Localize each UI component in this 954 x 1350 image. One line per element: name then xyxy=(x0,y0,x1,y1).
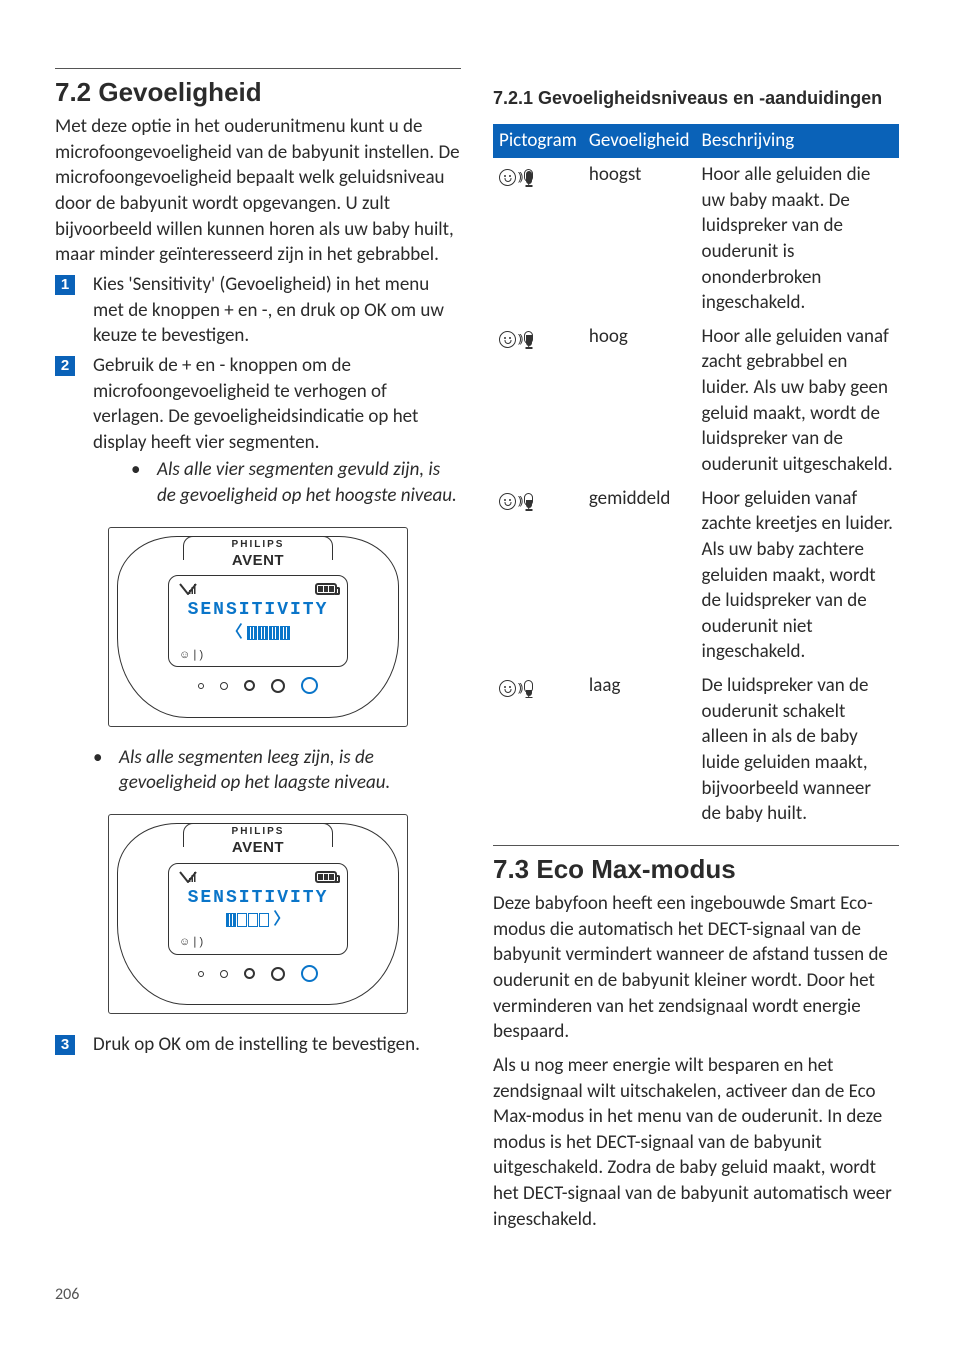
sensitivity-pictogram-icon: )) xyxy=(499,680,533,697)
pictogram-cell: )) xyxy=(493,320,583,482)
sensitivity-bar-high: 〈 xyxy=(226,625,289,641)
description-cell: Hoor geluiden vanaf zachte kreetjes en l… xyxy=(696,482,899,669)
col-pictogram: Pictogram xyxy=(493,124,583,158)
brand-philips: PHILIPS xyxy=(183,538,333,552)
arrow-right-icon: 〉 xyxy=(273,912,289,928)
signal-icon xyxy=(179,871,197,883)
lcd-title: SENSITIVITY xyxy=(188,598,329,622)
table-row: )) hoogHoor alle geluiden vanaf zacht geb… xyxy=(493,320,899,482)
brand-avent: AVENT xyxy=(183,551,333,571)
level-cell: laag xyxy=(583,669,696,831)
section-7-2-heading: 7.2 Gevoeligheid xyxy=(55,75,461,110)
step-1: 1 Kies 'Sensitivity' (Gevoeligheid) in h… xyxy=(55,272,461,349)
bullet-list-low: Als alle segmenten leeg zijn, is de gevo… xyxy=(93,745,461,796)
device-figure-low: PHILIPS AVENT SENSITIVITY 〉 ☺ xyxy=(55,814,461,1014)
level-cell: hoog xyxy=(583,320,696,482)
pictogram-cell: )) xyxy=(493,669,583,831)
step-2-bullet-2: Als alle segmenten leeg zijn, is de gevo… xyxy=(93,745,461,796)
sensitivity-bar-low: 〉 xyxy=(226,912,289,928)
battery-icon xyxy=(315,871,337,883)
step-number-icon: 2 xyxy=(55,356,75,376)
battery-icon xyxy=(315,583,337,595)
parent-unit-illustration: PHILIPS AVENT SENSITIVITY 〉 ☺ xyxy=(108,814,408,1014)
step-1-text: Kies 'Sensitivity' (Gevoeligheid) in het… xyxy=(93,273,444,347)
level-cell: gemiddeld xyxy=(583,482,696,669)
page-columns: 7.2 Gevoeligheid Met deze optie in het o… xyxy=(55,68,899,1234)
sensitivity-pictogram-icon: )) xyxy=(499,331,533,348)
description-cell: Hoor alle geluiden die uw baby maakt. De… xyxy=(696,158,899,320)
table-row: )) gemiddeldHoor geluiden vanaf zachte kr… xyxy=(493,482,899,669)
led-row xyxy=(198,677,318,694)
step-number-icon: 3 xyxy=(55,1035,75,1055)
section-7-2-1-heading: 7.2.1 Gevoeligheidsniveaus en -aanduidin… xyxy=(493,86,899,110)
device-figure-high: PHILIPS AVENT SENSITIVITY 〈 ☺ xyxy=(55,527,461,727)
col-level: Gevoeligheid xyxy=(583,124,696,158)
baby-sensitivity-icon: ☺❘) xyxy=(179,935,203,950)
baby-sensitivity-icon: ☺❘) xyxy=(179,648,203,663)
brand-avent: AVENT xyxy=(183,838,333,858)
section-rule xyxy=(493,845,899,846)
level-cell: hoogst xyxy=(583,158,696,320)
right-column: 7.2.1 Gevoeligheidsniveaus en -aanduidin… xyxy=(493,68,899,1234)
description-cell: Hoor alle geluiden vanaf zacht gebrabbel… xyxy=(696,320,899,482)
page-number: 206 xyxy=(55,1284,79,1306)
sensitivity-pictogram-icon: )) xyxy=(499,169,533,186)
step-3-text: Druk op OK om de instelling te bevestige… xyxy=(93,1033,420,1056)
section-7-3-heading: 7.3 Eco Max-modus xyxy=(493,852,899,887)
step-2: 2 Gebruik de + en - knoppen om de microf… xyxy=(55,353,461,509)
step-2-text: Gebruik de + en - knoppen om de microfoo… xyxy=(93,354,418,454)
step-number-icon: 1 xyxy=(55,275,75,295)
arrow-left-icon: 〈 xyxy=(226,625,242,641)
brand-philips: PHILIPS xyxy=(183,825,333,839)
section-7-3-para-1: Deze babyfoon heeft een ingebouwde Smart… xyxy=(493,891,899,1045)
steps-list: 1 Kies 'Sensitivity' (Gevoeligheid) in h… xyxy=(55,272,461,509)
col-description: Beschrijving xyxy=(696,124,899,158)
steps-list-cont: 3 Druk op OK om de instelling te bevesti… xyxy=(55,1032,461,1058)
step-3: 3 Druk op OK om de instelling te bevesti… xyxy=(55,1032,461,1058)
table-row: )) laagDe luidspreker van de ouderunit sc… xyxy=(493,669,899,831)
description-cell: De luidspreker van de ouderunit schakelt… xyxy=(696,669,899,831)
pictogram-cell: )) xyxy=(493,158,583,320)
left-column: 7.2 Gevoeligheid Met deze optie in het o… xyxy=(55,68,461,1234)
signal-icon xyxy=(179,583,197,595)
device-screen: SENSITIVITY 〈 ☺❘) xyxy=(168,575,348,667)
sensitivity-table: Pictogram Gevoeligheid Beschrijving )) ho… xyxy=(493,124,899,831)
led-row xyxy=(198,965,318,982)
table-row: )) hoogstHoor alle geluiden die uw baby m… xyxy=(493,158,899,320)
pictogram-cell: )) xyxy=(493,482,583,669)
lcd-title: SENSITIVITY xyxy=(188,886,329,910)
parent-unit-illustration: PHILIPS AVENT SENSITIVITY 〈 ☺ xyxy=(108,527,408,727)
sensitivity-pictogram-icon: )) xyxy=(499,493,533,510)
step-2-bullet-1: Als alle vier segmenten gevuld zijn, is … xyxy=(131,457,461,508)
section-7-2-intro: Met deze optie in het ouderunitmenu kunt… xyxy=(55,114,461,268)
device-screen: SENSITIVITY 〉 ☺❘) xyxy=(168,863,348,955)
section-7-3-para-2: Als u nog meer energie wilt besparen en … xyxy=(493,1053,899,1232)
